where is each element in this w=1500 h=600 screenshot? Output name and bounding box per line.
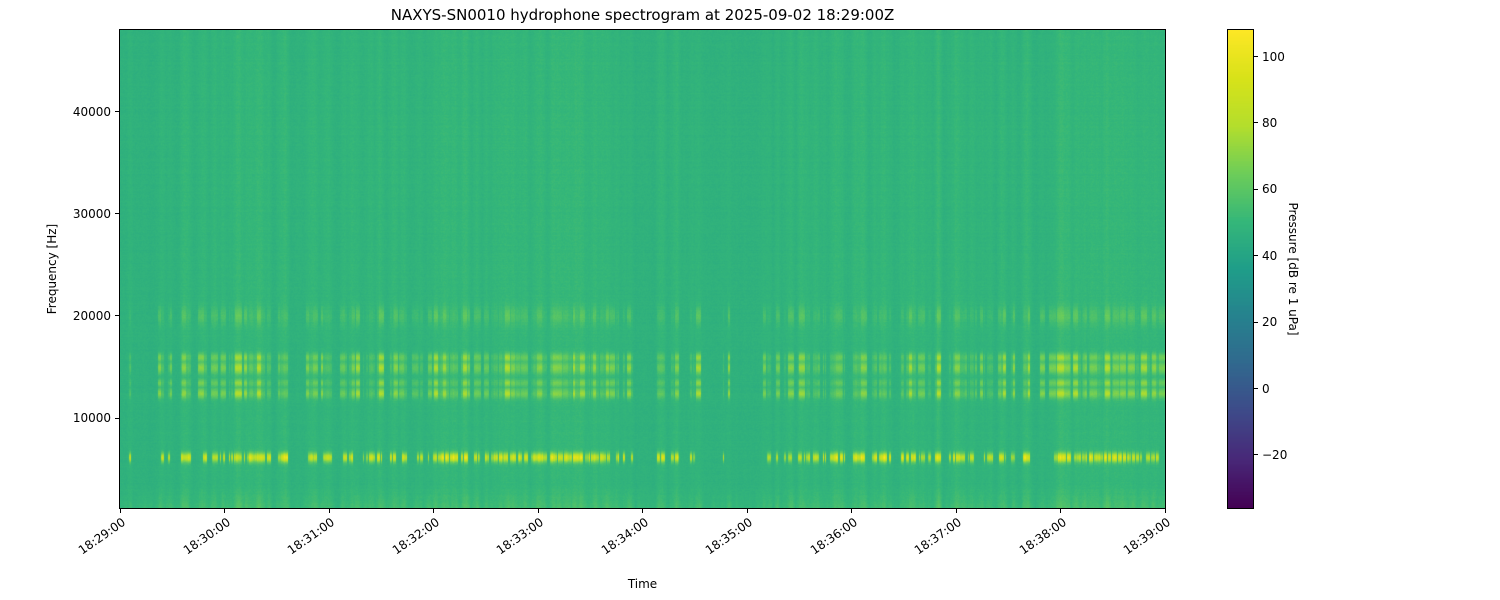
x-tickmark	[1164, 509, 1166, 513]
y-tick-label: 20000	[72, 308, 111, 323]
y-tickmark	[115, 213, 119, 215]
x-tickmark	[119, 509, 121, 513]
x-tickmark	[433, 509, 434, 513]
x-tickmark	[642, 509, 643, 513]
y-tickmark	[115, 111, 119, 113]
colorbar-tickmark	[1254, 388, 1258, 389]
x-tickmark	[955, 509, 957, 513]
colorbar-tick-label: 60	[1262, 182, 1278, 197]
colorbar-frame	[1227, 29, 1254, 509]
colorbar-tickmark	[1254, 122, 1258, 124]
x-tickmark	[328, 509, 330, 513]
colorbar-tick-label: 20	[1262, 315, 1278, 330]
x-tickmark	[851, 509, 852, 513]
x-tickmark	[746, 509, 748, 513]
colorbar-tickmark	[1254, 188, 1258, 190]
x-axis-label: Time	[627, 577, 658, 591]
colorbar-tick-label: 0	[1262, 381, 1270, 396]
x-tickmark	[537, 509, 539, 513]
colorbar-tick-label: 100	[1262, 49, 1285, 64]
colorbar-tickmark	[1254, 56, 1258, 58]
y-tick-label: 40000	[72, 104, 111, 119]
colorbar-label: Pressure [dB re 1 uPa]	[1286, 202, 1300, 336]
y-tick-label: 30000	[72, 206, 111, 221]
colorbar-tickmark	[1254, 321, 1258, 323]
x-tickmark	[224, 509, 225, 513]
colorbar-canvas	[1228, 30, 1253, 508]
spectrogram-canvas	[120, 30, 1165, 508]
colorbar-tickmark	[1254, 454, 1258, 456]
x-tickmark	[1060, 509, 1061, 513]
plot-frame	[119, 29, 1166, 509]
y-tickmark	[115, 417, 119, 419]
colorbar-tick-label: −20	[1262, 447, 1288, 462]
y-axis-label: Frequency [Hz]	[45, 223, 59, 315]
y-tick-label: 10000	[72, 411, 111, 426]
y-tickmark	[115, 315, 119, 317]
x-tick-label: 18:29:00	[75, 515, 129, 558]
plot-title: NAXYS-SN0010 hydrophone spectrogram at 2…	[390, 6, 895, 24]
colorbar-tick-label: 80	[1262, 115, 1278, 130]
colorbar-tickmark	[1254, 255, 1258, 257]
colorbar-tick-label: 40	[1262, 248, 1278, 263]
